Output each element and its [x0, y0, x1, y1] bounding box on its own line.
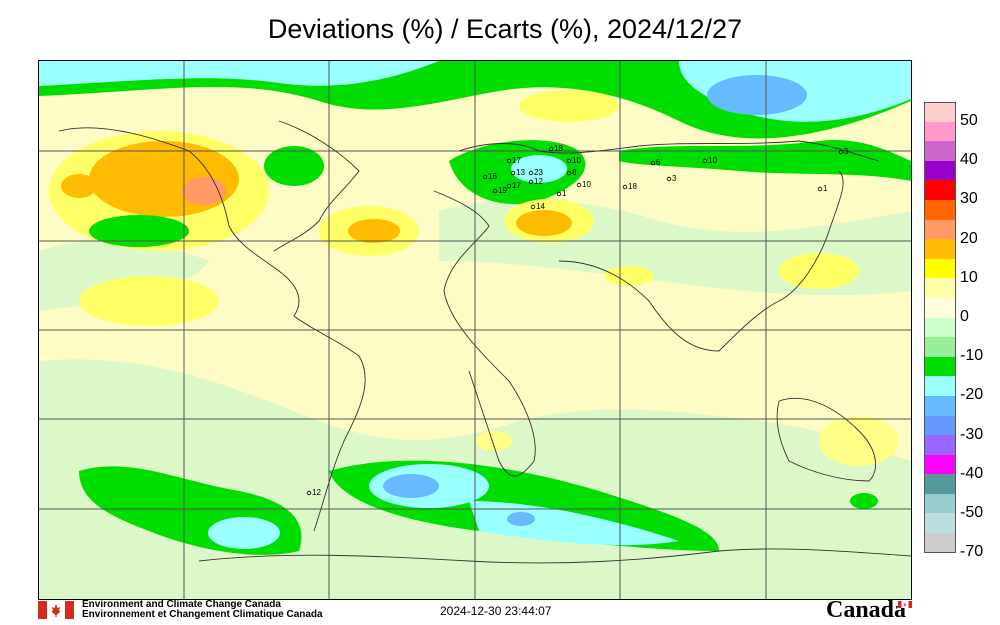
station-value: 14 — [536, 202, 545, 211]
station-dot — [506, 158, 512, 164]
legend-label: -30 — [960, 425, 984, 443]
station-value: 3 — [672, 174, 677, 183]
wordmark-flag-icon — [898, 601, 912, 608]
station-value: 12 — [534, 177, 543, 186]
station-value: 3 — [844, 147, 849, 156]
legend-label: 30 — [960, 190, 978, 208]
station-value: 23 — [534, 168, 543, 177]
legend-swatch — [924, 121, 956, 142]
station-dot — [556, 191, 562, 197]
station-dot — [528, 170, 534, 176]
station-value: 18 — [628, 182, 637, 191]
station-dot — [702, 158, 708, 164]
station-value: 18 — [554, 144, 563, 153]
organization-name: Environment and Climate Change Canada En… — [82, 600, 323, 620]
station-value: 19 — [498, 186, 507, 195]
station-value: 17 — [512, 156, 521, 165]
station-value: 8 — [572, 168, 577, 177]
legend-swatch — [924, 395, 956, 416]
legend-label: 20 — [960, 229, 978, 247]
legend-swatch — [924, 356, 956, 377]
station-dot — [622, 184, 628, 190]
station-value: 13 — [516, 168, 525, 177]
legend-label: -50 — [960, 504, 984, 521]
legend-swatch — [924, 102, 956, 122]
station-value: 12 — [312, 488, 321, 497]
deviation-map[interactable]: 18 10 17 13 16 23 8 17 12 10 19 1 14 18 6 3 10 3 1 12 — [38, 60, 912, 600]
map-title: Deviations (%) / Ecarts (%), 2024/12/27 — [267, 14, 743, 44]
organization-name-en: Environment and Climate Change Canada — [82, 599, 281, 610]
station-value: 1 — [562, 189, 567, 198]
station-value: 10 — [708, 156, 717, 165]
station-dot — [548, 146, 554, 152]
legend-swatch — [924, 160, 956, 181]
station-markers: 18 10 17 13 16 23 8 17 12 10 19 1 14 18 6 3 10 3 1 12 — [306, 144, 849, 497]
generated-timestamp: 2024-12-30 23:44:07 — [440, 604, 552, 618]
legend-swatch — [924, 415, 956, 436]
canada-wordmark: Canada — [826, 597, 907, 623]
station-dot — [482, 174, 488, 180]
legend-swatch — [924, 199, 956, 220]
legend-swatch — [924, 376, 956, 396]
station-value: 6 — [656, 158, 661, 167]
legend-swatch — [924, 317, 956, 338]
station-dot — [566, 158, 572, 164]
legend-swatch — [924, 141, 956, 161]
station-dot — [306, 490, 312, 496]
legend-swatch — [924, 219, 956, 240]
station-dot — [566, 170, 572, 176]
legend-label: -70 — [960, 543, 984, 561]
legend-label: 40 — [960, 151, 978, 169]
legend-label: -40 — [960, 464, 984, 482]
legend-swatch — [924, 435, 956, 455]
station-dot — [838, 149, 844, 155]
station-dot — [492, 188, 498, 194]
station-dot — [510, 170, 516, 176]
legend-swatch — [924, 258, 956, 279]
organization-name-fr: Environnement et Changement Climatique C… — [82, 609, 323, 620]
legend-swatch — [924, 337, 956, 357]
legend-swatch — [924, 533, 956, 553]
station-value: 17 — [512, 181, 521, 190]
station-value: 1 — [823, 184, 828, 193]
station-dot — [650, 160, 656, 166]
legend-label: 50 — [960, 112, 978, 129]
legend-swatch — [924, 454, 956, 475]
map-canvas: 18 10 17 13 16 23 8 17 12 10 19 1 14 18 6 3 10 3 1 12 — [39, 61, 911, 599]
station-value: 10 — [582, 180, 591, 189]
station-dot — [528, 179, 534, 185]
canada-flag-icon — [38, 601, 74, 619]
station-dot — [530, 204, 536, 210]
station-dot — [506, 183, 512, 189]
legend-swatch — [924, 239, 956, 259]
station-value: 16 — [488, 172, 497, 181]
station-dot — [576, 182, 582, 188]
legend-swatch — [924, 278, 956, 298]
legend-swatch — [924, 493, 956, 514]
legend-label: 10 — [960, 268, 978, 286]
station-value: 10 — [572, 156, 581, 165]
legend-swatch — [924, 513, 956, 534]
legend-label: -20 — [960, 386, 984, 404]
legend-label: 0 — [960, 308, 969, 325]
station-dot — [666, 176, 672, 182]
color-legend — [924, 102, 956, 553]
station-dot — [817, 186, 823, 192]
legend-swatch — [924, 297, 956, 318]
legend-label: -10 — [960, 347, 984, 365]
legend-swatch — [924, 180, 956, 200]
legend-swatch — [924, 474, 956, 494]
